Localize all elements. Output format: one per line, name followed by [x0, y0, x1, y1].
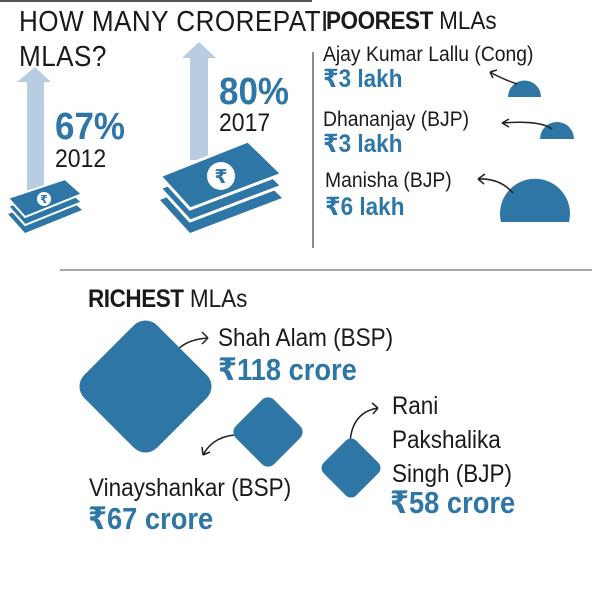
percent-2017: 80%: [219, 71, 289, 113]
richest-title-rest: MLAs: [183, 285, 248, 313]
growth-arrow-2012-icon: [17, 67, 51, 190]
svg-text:₹: ₹: [214, 167, 227, 188]
percent-2012: 67%: [55, 106, 125, 148]
richest-title: RICHEST MLAs: [88, 287, 247, 312]
poorest-title-bold: POOREST: [326, 7, 433, 35]
pointer-arrow-ajay-icon: [489, 69, 518, 85]
money-stack-large-icon: ₹: [157, 139, 285, 233]
richest-name-shah-alam: Shah Alam (BSP): [218, 324, 394, 352]
poorest-amount-dhananjay: ₹3 lakh: [323, 130, 403, 158]
poorest-name-manisha: Manisha (BJP): [325, 169, 452, 192]
poorest-name-dhananjay: Dhananjay (BJP): [323, 108, 470, 131]
wealth-circle-ajay: [508, 80, 541, 97]
poorest-name-ajay: Ajay Kumar Lallu (Cong): [323, 43, 534, 66]
year-2012: 2012: [55, 145, 107, 173]
richest-name-rani-line3: Singh (BJP): [392, 460, 513, 488]
money-stack-small-icon: ₹: [6, 177, 84, 233]
richest-amount-shah-alam: ₹118 crore: [218, 352, 357, 387]
growth-arrow-2017-icon: [182, 42, 216, 160]
crorepati-title-line1: HOW MANY CROREPATI: [19, 6, 329, 38]
wealth-circle-dhananjay: [540, 122, 574, 139]
poorest-amount-ajay: ₹3 lakh: [323, 65, 403, 93]
poorest-amount-manisha: ₹6 lakh: [325, 193, 405, 221]
poorest-title: POOREST MLAs: [326, 9, 497, 34]
pointer-arrow-manisha-icon: [477, 173, 514, 194]
richest-name-rani-line1: Rani: [392, 392, 439, 420]
wealth-circle-manisha: [500, 178, 571, 222]
year-2017: 2017: [219, 109, 271, 137]
richest-amount-vinayshankar: ₹67 crore: [88, 501, 214, 536]
richest-name-vinayshankar: Vinayshankar (BSP): [89, 474, 292, 502]
svg-text:₹: ₹: [40, 194, 48, 206]
poorest-title-rest: MLAs: [432, 7, 497, 35]
crorepati-title-line2: MLAS?: [19, 41, 107, 73]
richest-title-bold: RICHEST: [88, 285, 184, 313]
pointer-arrow-dhananjay-icon: [501, 118, 553, 130]
richest-amount-rani: ₹58 crore: [390, 485, 516, 520]
richest-name-rani-line2: Pakshalika: [392, 426, 501, 454]
